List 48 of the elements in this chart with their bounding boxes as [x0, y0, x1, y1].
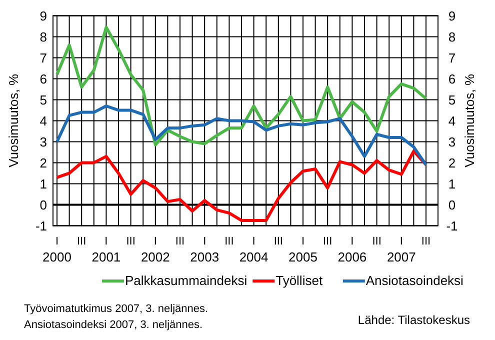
x-tick-label: III: [274, 236, 283, 248]
y2-tick-label: 7: [448, 50, 456, 66]
y2-tick-label: -1: [446, 218, 458, 234]
y-axis-title: Vuosimuutos, %: [6, 74, 21, 168]
y-tick-label: 2: [40, 155, 47, 170]
y2-axis-title: Vuosimuutos, %: [462, 74, 477, 168]
text: Ansiotasoindeksi 2007, 3. neljännes.: [24, 319, 203, 331]
x-tick-label: III: [372, 236, 382, 248]
y-tick-label: 4: [40, 113, 47, 128]
x-tick-label: I 2003: [190, 236, 220, 265]
y2-tick-label: 4: [448, 113, 456, 128]
y2-tick-label: 9: [448, 8, 456, 24]
line-series: [56, 26, 428, 146]
y2-tick-label: 8: [448, 29, 456, 44]
y-tick-label: 9: [40, 8, 47, 24]
x-tick-label: III: [224, 236, 234, 248]
text: Työvoimatutkimus 2007, 3. neljännes.: [24, 303, 208, 315]
x-tick-label: I 2000: [42, 236, 72, 265]
text: Lähde: Tilastokeskus: [358, 313, 470, 327]
legend-label: Palkkasummaindeksi: [125, 273, 248, 288]
y-tick-label: 8: [40, 29, 47, 44]
legend-label: Työlliset: [276, 273, 323, 288]
y-tick-label: 3: [40, 134, 47, 150]
y-tick-label: 6: [40, 71, 47, 86]
y2-tick-label: 5: [448, 92, 456, 108]
y-tick-label: 1: [40, 176, 47, 192]
x-tick-label: I 2002: [140, 236, 170, 265]
x-tick-label: III: [421, 236, 431, 248]
x-tick-label: III: [175, 236, 185, 248]
x-tick-label: I 2007: [386, 236, 416, 265]
legend-label: Ansiotasoindeksi: [366, 273, 464, 288]
y2-tick-label: 2: [448, 155, 456, 170]
x-tick-label: I 2001: [92, 236, 121, 265]
x-tick-label: I 2005: [288, 236, 318, 265]
y2-tick-label: 6: [448, 71, 456, 86]
y-tick-label: 7: [40, 50, 47, 66]
y2-tick-label: 0: [448, 197, 456, 212]
y2-tick-label: 3: [448, 134, 456, 150]
y-tick-label: -1: [35, 218, 47, 234]
x-tick-label: III: [77, 236, 86, 248]
line-series: [56, 104, 428, 166]
y2-tick-label: 1: [448, 176, 456, 192]
x-tick-label: I 2006: [338, 236, 367, 265]
y-tick-label: 0: [40, 197, 47, 212]
x-tick-label: III: [126, 236, 136, 248]
x-tick-label: III: [323, 236, 332, 248]
x-tick-label: I 2004: [239, 236, 268, 265]
y-tick-label: 5: [40, 92, 47, 108]
